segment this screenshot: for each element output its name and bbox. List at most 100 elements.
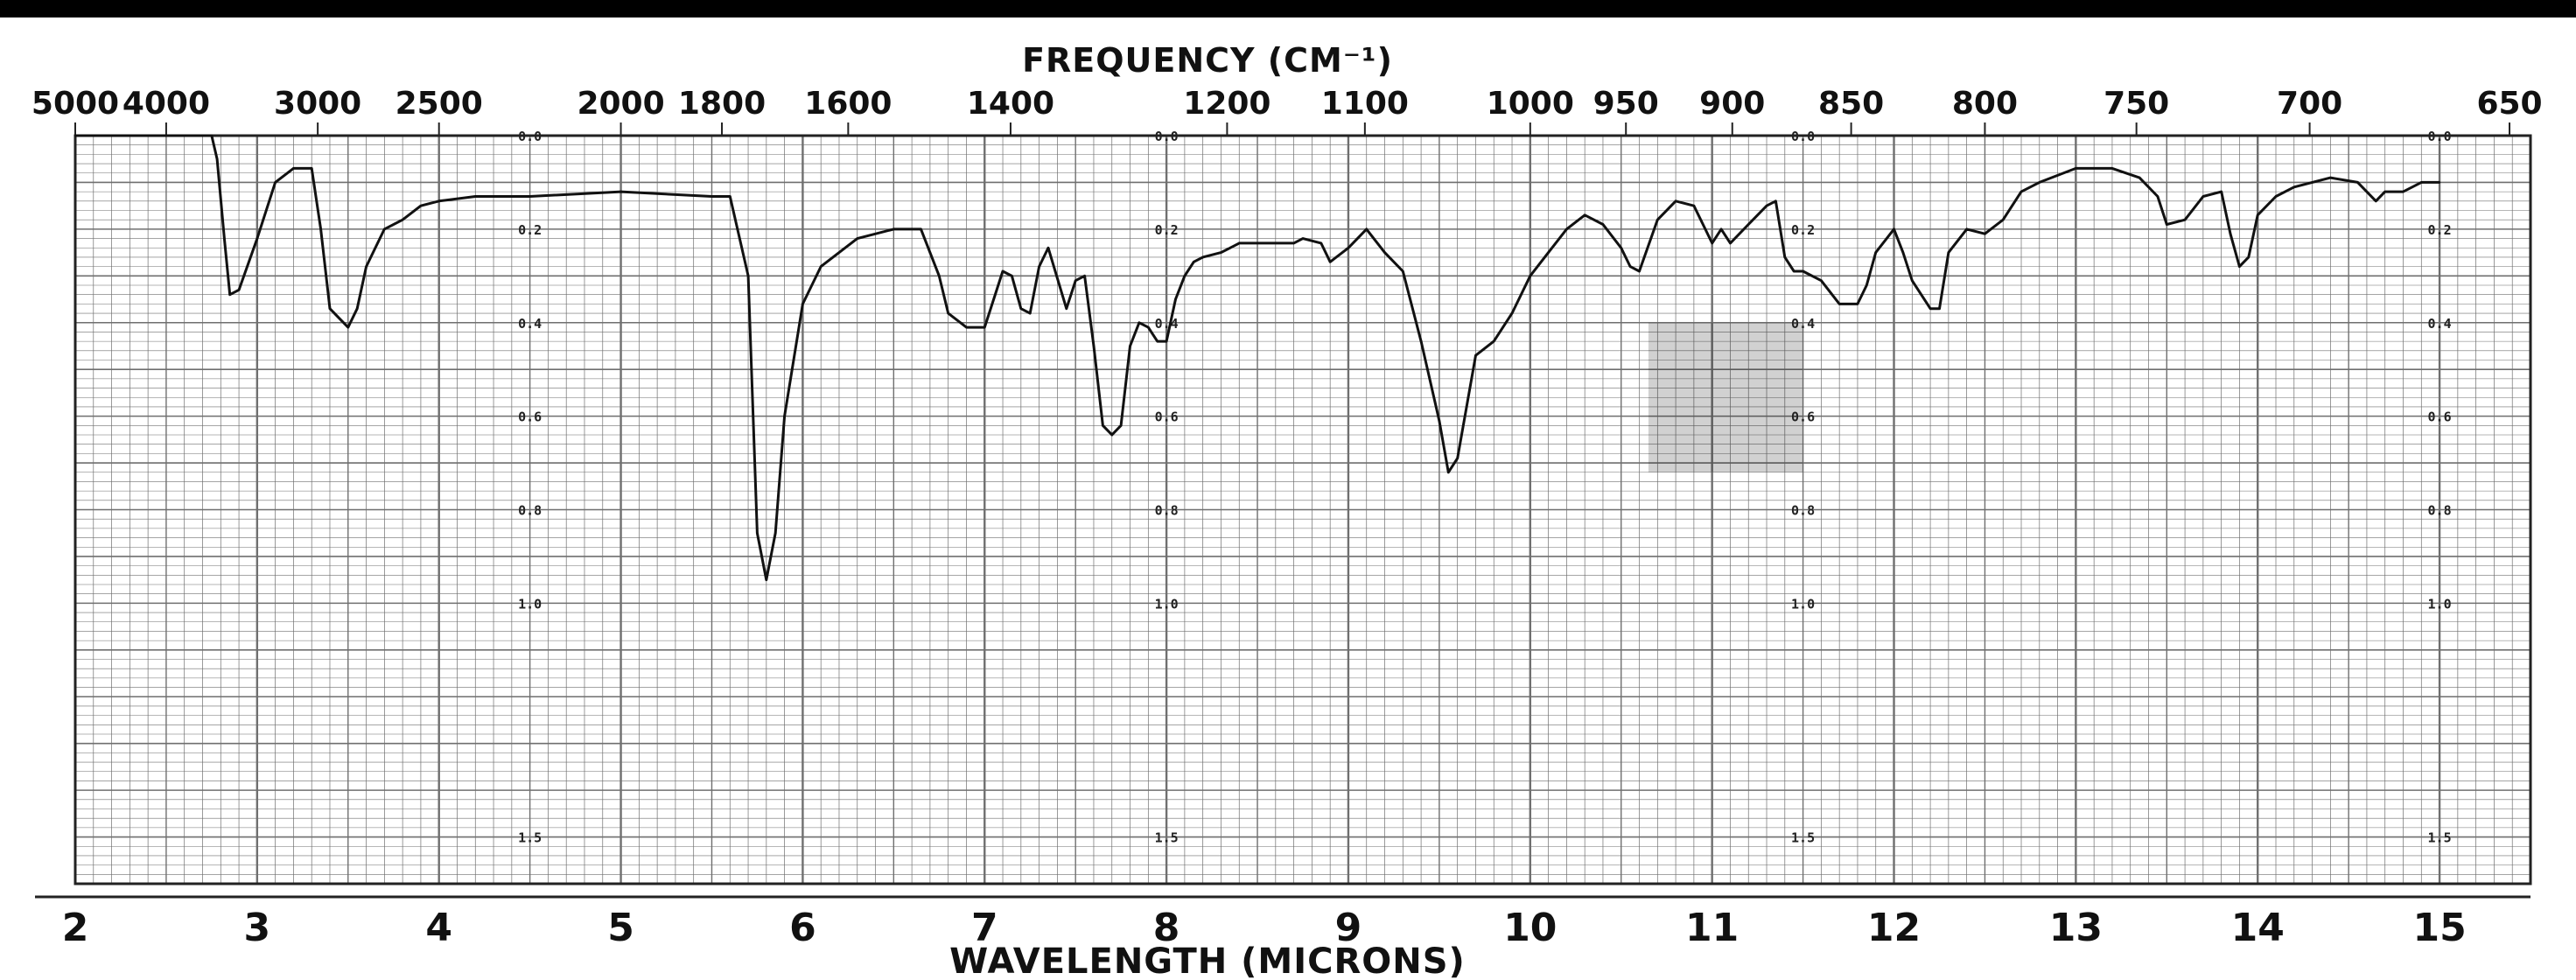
wavelength-tick-label: 9 (1335, 906, 1362, 950)
spectrum-point (1110, 433, 1113, 437)
spectrum-point (346, 326, 349, 329)
spectrum-point (1820, 279, 1823, 282)
spectrum-point (2138, 176, 2141, 179)
spectrum-point (1011, 275, 1013, 277)
spectrum-point (2356, 181, 2359, 184)
spectrum-point (1856, 303, 1859, 305)
spectrum-point (783, 415, 786, 417)
spectrum-point (292, 167, 295, 170)
spectrum-point (774, 532, 777, 535)
spectrum-point (1638, 270, 1641, 273)
spectrum-point (2202, 195, 2205, 198)
spectrum-point (1911, 279, 1914, 282)
spectrum-point (355, 307, 359, 310)
spectrum-point (2329, 176, 2332, 179)
spectrum-point (1065, 307, 1068, 310)
spectrum-point (1729, 242, 1732, 245)
absorbance-label: 1.5 (1155, 830, 1179, 846)
wavelength-tick-label: 7 (971, 906, 998, 950)
absorbance-label: 0.4 (518, 316, 542, 332)
spectrum-point (1156, 340, 1158, 343)
spectrum-point (1656, 218, 1659, 221)
frequency-tick-label: 700 (2277, 86, 2342, 122)
absorbance-label: 0.6 (1791, 410, 1815, 425)
absorbance-label: 0.8 (1155, 503, 1179, 519)
spectrum-point (1347, 247, 1350, 249)
spectrum-point (1928, 307, 1932, 310)
wavelength-tick-label: 8 (1153, 906, 1180, 950)
absorbance-label: 1.0 (1791, 596, 1815, 612)
spectrum-point (2420, 181, 2423, 184)
wavelength-tick-label: 15 (2412, 906, 2466, 950)
spectrum-point (1238, 242, 1241, 245)
spectrum-point (1674, 200, 1677, 203)
absorbance-label: 0.4 (1155, 316, 1179, 332)
absorbance-label: 0.4 (2428, 316, 2452, 332)
absorbance-label: 0.8 (2428, 503, 2452, 519)
spectrum-point (1628, 265, 1632, 268)
spectrum-point (947, 312, 949, 315)
spectrum-point (1601, 223, 1605, 226)
spectrum-point (74, 134, 77, 137)
spectrum-point (1301, 237, 1305, 240)
absorbance-label: 0.2 (1155, 222, 1179, 238)
frequency-tick-label: 950 (1593, 86, 1659, 122)
spectrum-point (1174, 298, 1177, 301)
spectrum-point (1165, 340, 1168, 343)
spectrum-point (1583, 214, 1586, 217)
spectrum-point (1320, 242, 1322, 245)
absorbance-label: 0.0 (518, 129, 542, 144)
spectrum-point (620, 190, 622, 193)
spectrum-point (892, 228, 895, 231)
spectrum-point (1029, 312, 1032, 315)
wavelength-tick-label: 2 (62, 906, 89, 950)
spectrum-data-points (74, 134, 2441, 581)
spectrum-point (837, 251, 841, 254)
frequency-tick-label: 1800 (678, 86, 766, 122)
plot-frame (74, 134, 2532, 886)
absorbance-label: 1.5 (2428, 830, 2452, 846)
wavelength-tick-label: 14 (2231, 906, 2285, 950)
spectrum-point (1901, 251, 1905, 254)
wavelength-axis-title: WAVELENGTH (MICRONS) (949, 942, 1466, 980)
spectrum-point (2375, 200, 2377, 203)
spectrum-point (1783, 256, 1787, 259)
spectrum-point (938, 275, 941, 277)
wavelength-tick-labels: 2 3 4 5 6 7 8 9 10 11 12 13 14 15 (62, 906, 2467, 950)
spectrum-point (1074, 279, 1077, 282)
frequency-tick-label: 650 (2476, 86, 2542, 122)
wavelength-tick-label: 12 (1867, 906, 1921, 950)
spectrum-point (365, 265, 368, 268)
spectrum-point (1529, 275, 1532, 277)
spectrum-point (1046, 247, 1050, 249)
spectrum-point (1129, 345, 1131, 347)
frequency-tick-label: 800 (1952, 86, 2018, 122)
spectrum-point (1292, 242, 1295, 245)
spectrum-point (1438, 419, 1441, 423)
spectrum-point (1193, 261, 1195, 263)
spectrum-point (1365, 228, 1368, 231)
spectrum-point (1947, 251, 1950, 254)
frequency-tick-label: 4000 (122, 86, 210, 122)
wavelength-tick-label: 13 (2049, 906, 2103, 950)
spectrum-point (2402, 190, 2404, 193)
spectrum-point (1510, 312, 1514, 315)
spectrum-point (756, 532, 759, 535)
spectrum-point (1765, 204, 1768, 207)
absorbance-label: 1.0 (518, 596, 542, 612)
spectrum-point (2038, 181, 2040, 184)
spectrum-point (328, 307, 332, 310)
spectrum-point (1965, 228, 1968, 231)
spectrum-point (856, 237, 858, 240)
absorbance-label: 1.5 (518, 830, 542, 846)
absorbance-label: 0.2 (1791, 222, 1815, 238)
spectrum-point (2384, 190, 2386, 193)
spectrum-point (1083, 275, 1086, 277)
spectrum-point (1711, 242, 1713, 245)
spectrum-point (2110, 167, 2114, 170)
chart-grid (35, 134, 2532, 899)
spectrum-point (1402, 270, 1404, 273)
spectrum-point (1620, 247, 1622, 249)
spectrum-point (2292, 186, 2295, 188)
